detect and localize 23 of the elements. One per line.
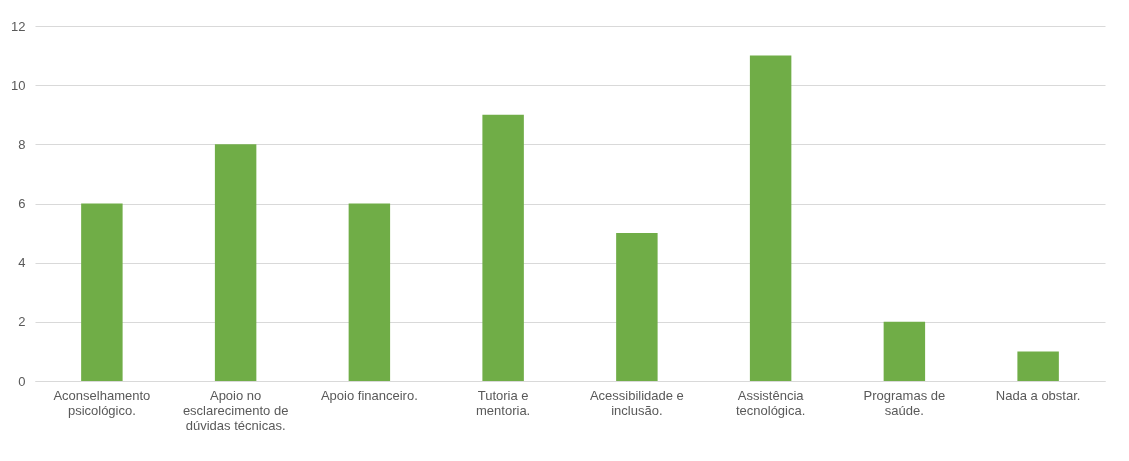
bar xyxy=(348,203,391,381)
y-tick-label: 4 xyxy=(18,255,26,271)
bar xyxy=(1017,351,1059,381)
x-tick-label: Nada a obstar. xyxy=(995,387,1081,403)
bar xyxy=(616,233,658,381)
x-tick-label: Apoio no esclarecimento de dúvidas técnicas. xyxy=(182,387,289,433)
y-tick-label: 6 xyxy=(18,196,26,211)
x-tick-label: Acessibilidade e inclusão. xyxy=(589,387,684,418)
bar xyxy=(81,203,123,381)
x-tick-label: Programas de saúde. xyxy=(863,387,946,418)
bar xyxy=(883,321,926,381)
y-tick-label: 0 xyxy=(18,373,26,389)
x-tick-label: Assistência tecnológica. xyxy=(735,387,806,418)
y-tick-label: 10 xyxy=(11,77,26,93)
y-tick-label: 2 xyxy=(18,314,26,330)
y-tick-label: 8 xyxy=(18,136,26,152)
x-tick-label: Aconselhamento psicológico. xyxy=(53,387,151,418)
x-tick-label: Apoio financeiro. xyxy=(320,387,418,403)
bar xyxy=(749,55,792,381)
x-tick-label: Tutoria e mentoria. xyxy=(476,387,531,418)
bar xyxy=(482,114,524,381)
y-tick-label: 12 xyxy=(11,18,26,34)
bar xyxy=(214,144,257,381)
